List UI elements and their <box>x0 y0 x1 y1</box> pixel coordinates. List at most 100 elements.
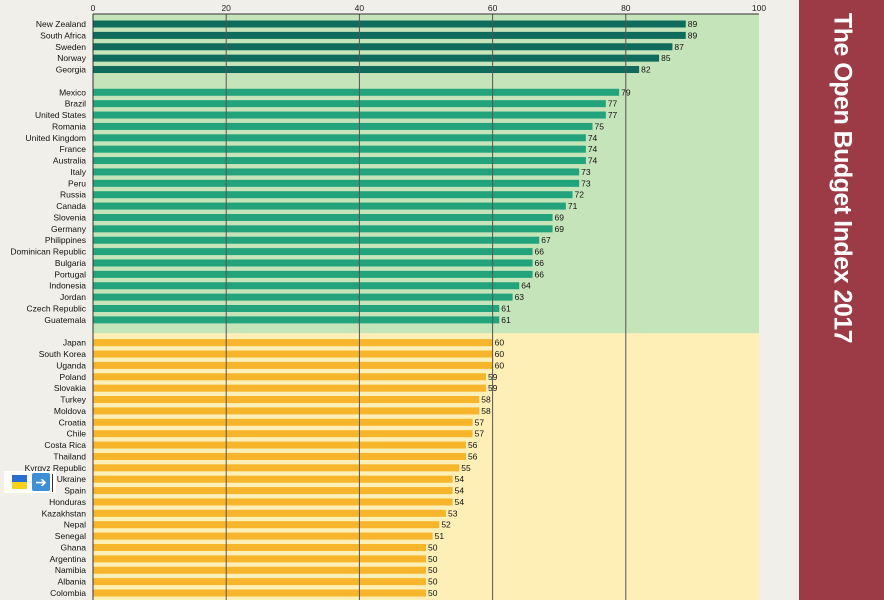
bar-slovenia <box>93 213 553 221</box>
bar-chile <box>93 430 473 438</box>
bar-bulgaria <box>93 259 533 267</box>
bar-france <box>93 145 586 153</box>
category-label: Costa Rica <box>44 440 86 450</box>
ukraine-marker[interactable]: ➔ <box>4 471 56 493</box>
value-label: 75 <box>595 121 605 131</box>
value-label: 67 <box>541 235 551 245</box>
value-label: 74 <box>588 156 598 166</box>
value-label: 60 <box>495 360 505 370</box>
category-label: Ukraine <box>57 474 87 484</box>
category-label: Slovenia <box>53 212 86 222</box>
value-label: 63 <box>515 292 525 302</box>
value-label: 89 <box>688 30 698 40</box>
bar-czech-republic <box>93 305 500 312</box>
arrow-right-icon[interactable]: ➔ <box>32 473 50 491</box>
category-label: Australia <box>53 156 86 166</box>
title-panel <box>799 0 884 600</box>
bar-croatia <box>93 418 473 426</box>
value-label: 66 <box>535 269 545 279</box>
category-label: United States <box>35 110 86 120</box>
category-label: Brazil <box>65 99 86 109</box>
value-label: 66 <box>535 258 545 268</box>
bar-norway <box>93 54 660 62</box>
bar-russia <box>93 191 573 199</box>
value-label: 50 <box>428 577 438 587</box>
bar-thailand <box>93 452 466 460</box>
category-label: Germany <box>51 224 87 234</box>
x-tick-label: 20 <box>221 3 231 13</box>
bar-germany <box>93 225 553 233</box>
value-label: 50 <box>428 542 438 552</box>
value-label: 89 <box>688 19 698 29</box>
category-label: South Africa <box>40 30 86 40</box>
value-label: 58 <box>481 406 491 416</box>
bar-brazil <box>93 100 606 108</box>
bar-uganda <box>93 361 493 369</box>
category-label: Japan <box>63 338 86 348</box>
category-label: Poland <box>60 372 87 382</box>
bar-georgia <box>93 66 640 74</box>
bar-philippines <box>93 236 540 244</box>
value-label: 50 <box>428 554 438 564</box>
category-label: Honduras <box>49 497 86 507</box>
bar-spain <box>93 487 453 495</box>
bar-portugal <box>93 270 533 278</box>
chart-title: The Open Budget Index 2017 <box>828 12 857 344</box>
bar-costa-rica <box>93 441 466 449</box>
category-label: South Korea <box>39 349 87 359</box>
bar-united-kingdom <box>93 134 586 142</box>
bar-kyrgyz-republic <box>93 464 460 472</box>
value-label: 85 <box>661 53 671 63</box>
bar-south-korea <box>93 350 493 358</box>
value-label: 61 <box>501 304 511 314</box>
x-tick-label: 100 <box>752 3 766 13</box>
category-label: Philippines <box>45 235 86 245</box>
value-label: 77 <box>608 99 618 109</box>
x-tick-label: 80 <box>621 3 631 13</box>
category-label: Russia <box>60 190 86 200</box>
category-label: Thailand <box>53 451 86 461</box>
category-label: Peru <box>68 178 86 188</box>
value-label: 54 <box>455 486 465 496</box>
value-label: 71 <box>568 201 578 211</box>
value-label: 54 <box>455 497 465 507</box>
category-label: Portugal <box>54 269 86 279</box>
value-label: 50 <box>428 588 438 598</box>
bar-australia <box>93 157 586 165</box>
bar-romania <box>93 122 593 130</box>
category-label: Colombia <box>50 588 86 598</box>
x-tick-label: 0 <box>91 3 96 13</box>
category-label: Slovakia <box>54 383 86 393</box>
bar-canada <box>93 202 566 210</box>
value-label: 52 <box>441 520 451 530</box>
value-label: 60 <box>495 349 505 359</box>
value-label: 55 <box>461 463 471 473</box>
bar-nepal <box>93 521 440 529</box>
category-label: Nepal <box>64 520 86 530</box>
value-label: 58 <box>481 395 491 405</box>
bar-ukraine <box>93 475 453 483</box>
value-label: 57 <box>475 429 485 439</box>
value-label: 50 <box>428 565 438 575</box>
category-label: Spain <box>64 486 86 496</box>
category-label: Uganda <box>56 360 86 370</box>
bar-honduras <box>93 498 453 506</box>
bar-turkey <box>93 396 480 404</box>
category-label: Jordan <box>60 292 86 302</box>
bar-mexico <box>93 88 620 96</box>
value-label: 51 <box>435 531 445 541</box>
bar-guatemala <box>93 316 500 324</box>
bar-united-states <box>93 111 606 119</box>
value-label: 77 <box>608 110 618 120</box>
bar-poland <box>93 373 486 381</box>
bar-slovakia <box>93 384 486 392</box>
value-label: 69 <box>555 212 565 222</box>
bar-italy <box>93 168 580 176</box>
category-label: Bulgaria <box>55 258 86 268</box>
category-label: Namibia <box>55 565 86 575</box>
value-label: 82 <box>641 65 651 75</box>
value-label: 53 <box>448 508 458 518</box>
marker-divider <box>52 474 53 492</box>
bar-chart: New Zealand 89 South Africa 89 Sweden 87 Norwa… <box>10 3 766 600</box>
value-label: 57 <box>475 417 485 427</box>
